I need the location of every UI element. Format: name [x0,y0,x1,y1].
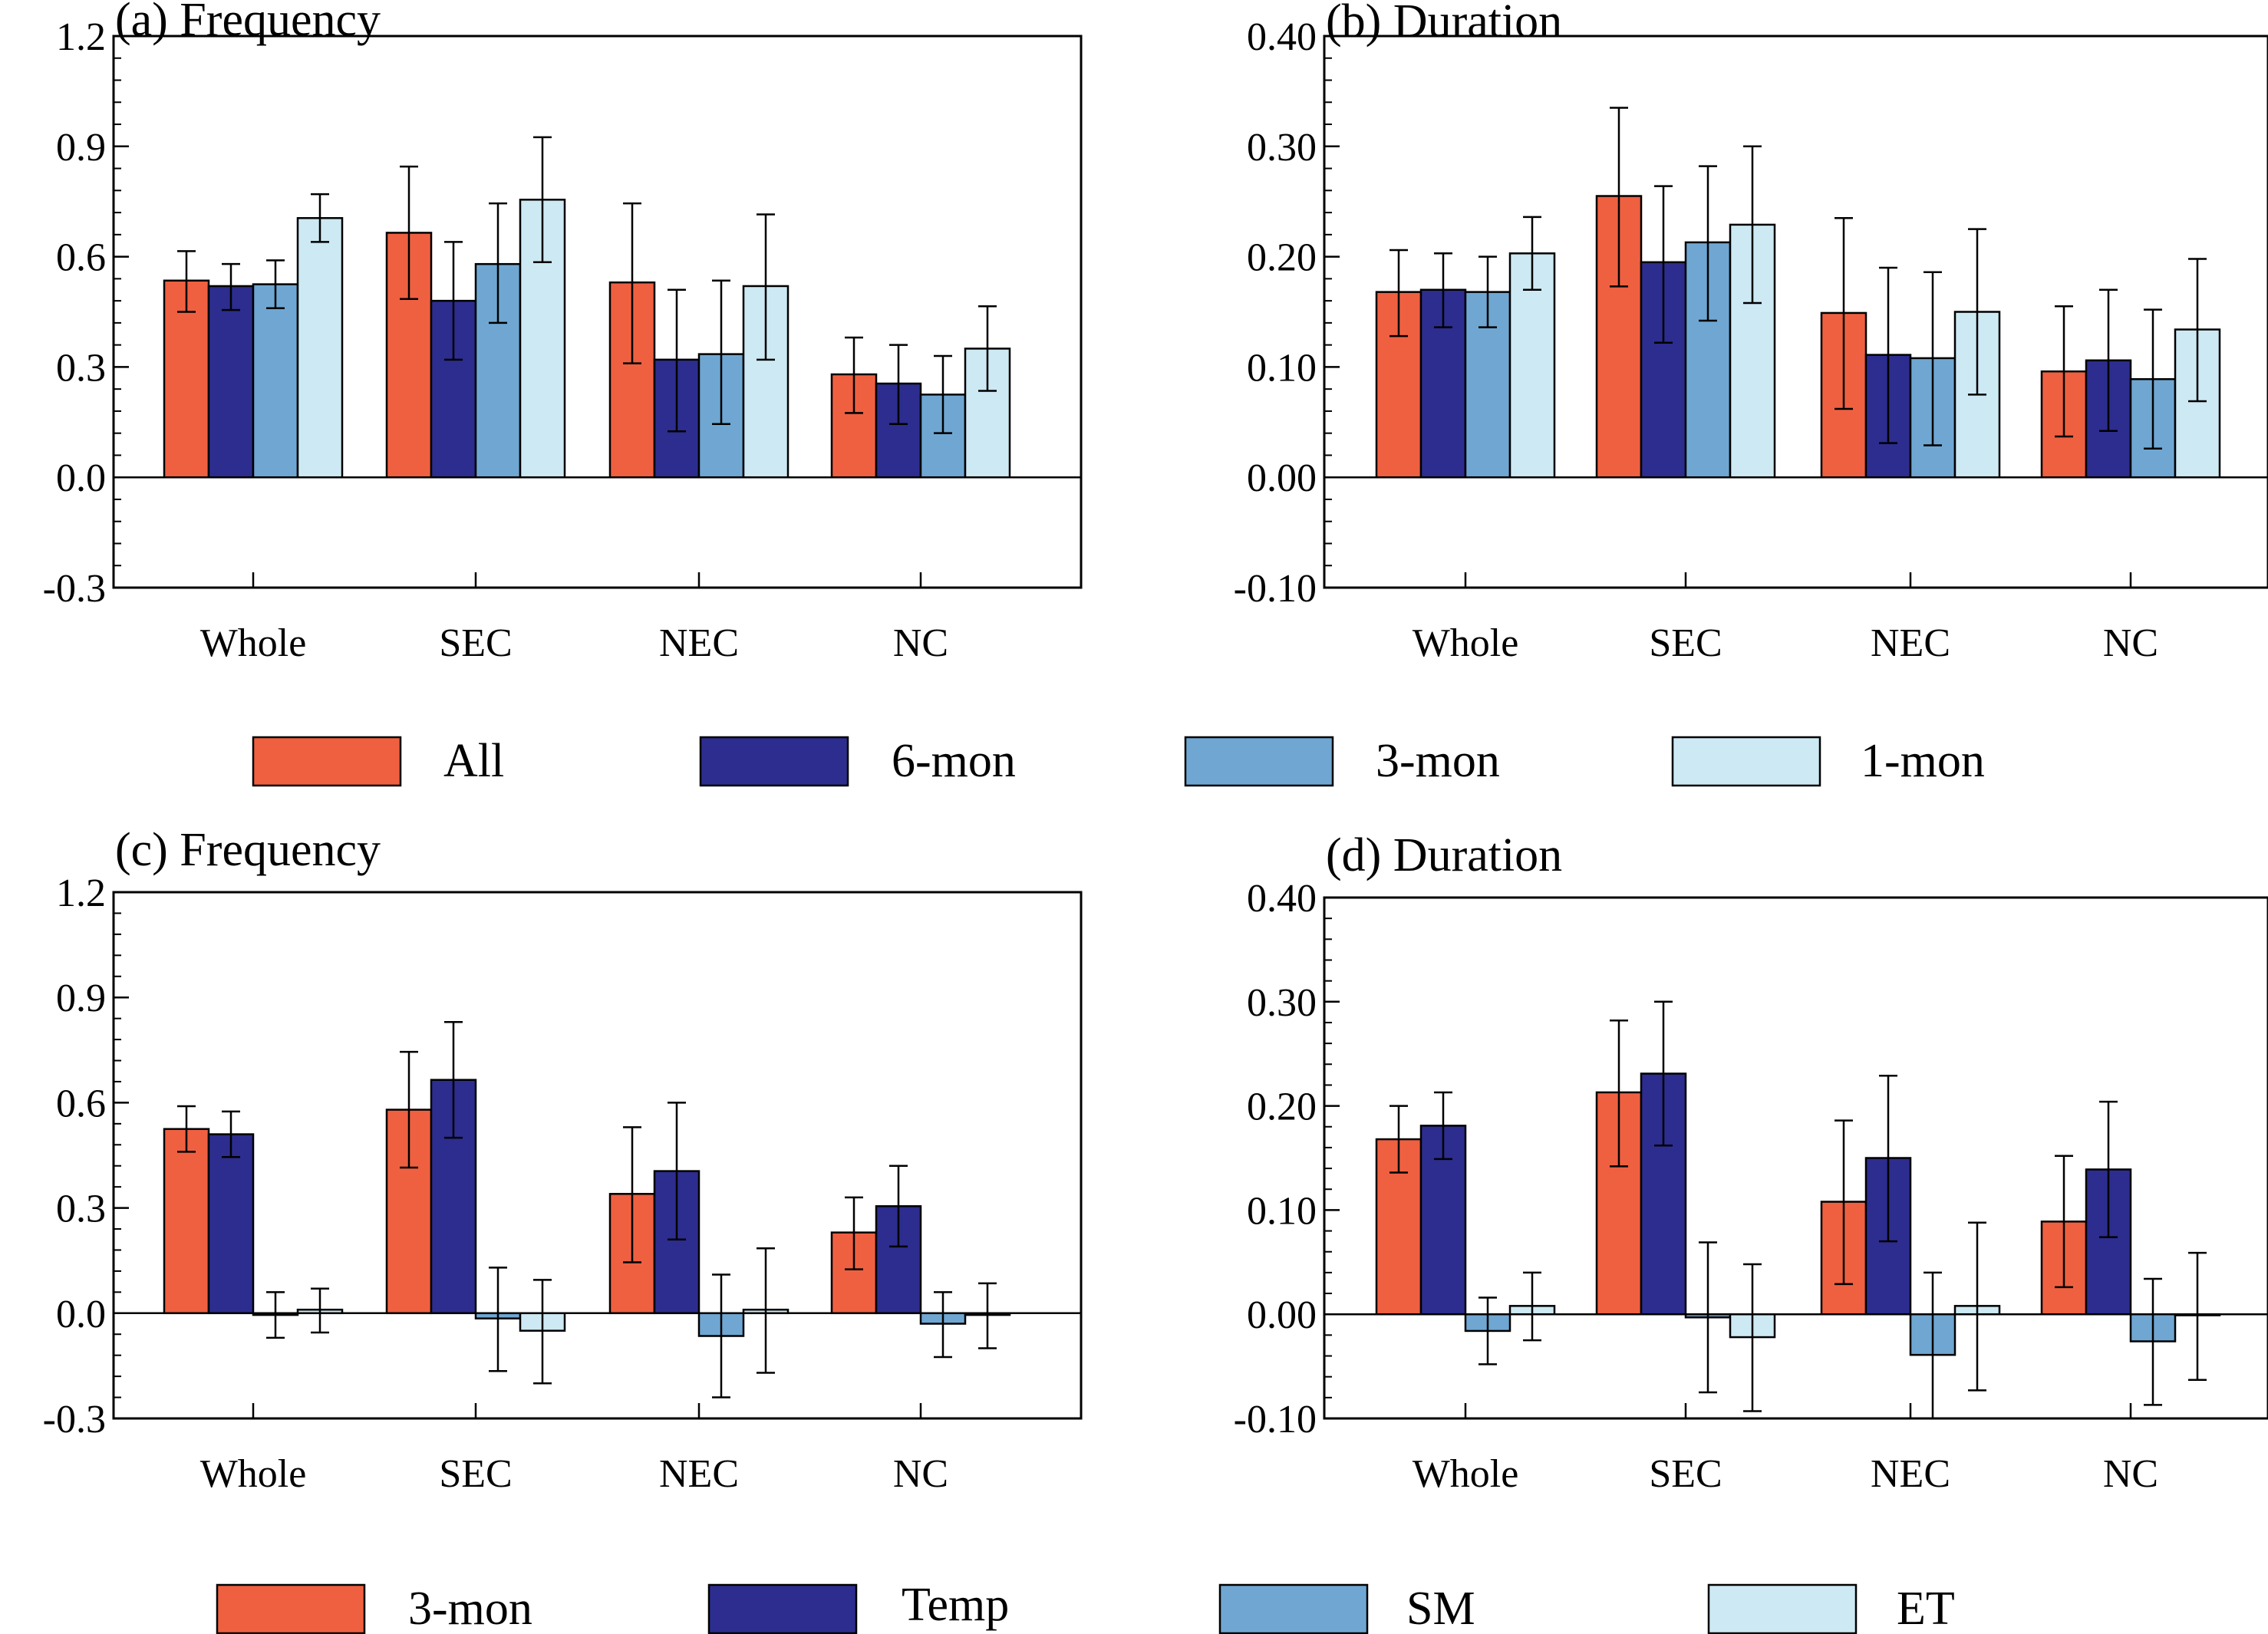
y-tick-label: -0.10 [1234,567,1317,611]
legend-swatch-3mon-b [216,1583,366,1634]
panel-c-frequency: -0.3 0.0 0.3 0.6 0.9 1.2 Whole SEC NEC NC [43,871,1083,1496]
y-tick-label: 0.9 [56,977,106,1020]
x-tick-label: SEC [439,1452,512,1496]
legend-swatch-6mon [699,736,849,787]
x-tick-label: NEC [1871,1452,1950,1496]
y-tick-label: 0.00 [1247,456,1317,500]
legend-bottom: 3-mon Temp SM ET [216,1579,1955,1634]
y-tick-label: 0.40 [1247,877,1317,921]
panel-a-frequency: -0.3 0.0 0.3 0.6 0.9 1.2 Whole SEC NEC NC [43,15,1083,665]
legend-swatch-temp [707,1583,858,1634]
legend-label-sm: SM [1406,1583,1475,1634]
x-tick-label: SEC [439,621,512,665]
y-tick-label: 0.10 [1247,1189,1317,1233]
legend-label-1mon: 1-mon [1861,735,1985,787]
x-tick-label: NC [2103,621,2158,665]
y-tick-label: 0.3 [56,346,106,390]
legend-swatch-all [252,736,402,787]
panel-title-b: (b) Duration [1326,0,1562,48]
legend-swatch-et [1707,1583,1858,1634]
y-tick-label: 0.10 [1247,346,1317,390]
x-tick-label: NEC [659,1452,739,1496]
legend-label-6mon: 6-mon [892,735,1016,787]
legend-label-temp: Temp [902,1579,1009,1631]
panel-title-c: (c) Frequency [115,824,381,876]
legend-label-et: ET [1897,1583,1955,1634]
bar-whole-series-2 [207,1133,255,1315]
legend-label-all: All [443,735,504,787]
legend-label-3mon-b: 3-mon [408,1583,532,1634]
panel-title-a: (a) Frequency [115,0,381,46]
x-tick-label: SEC [1649,1452,1722,1496]
y-tick-label: -0.3 [43,1398,106,1441]
x-tick-label: NEC [1871,621,1950,665]
panel-b-duration: -0.10 0.00 0.10 0.20 0.30 0.40 Whole SEC NEC NC [1234,15,2268,665]
panel-title-d: (d) Duration [1326,829,1562,881]
y-tick-label: 1.2 [56,15,106,59]
x-tick-label: SEC [1649,621,1722,665]
y-tick-label: 0.3 [56,1188,106,1231]
plot-frame [1323,35,2268,589]
y-tick-label: -0.10 [1234,1398,1317,1441]
x-tick-label: Whole [200,1452,307,1496]
bar-whole-series-1 [163,1128,210,1315]
y-tick-label: 0.30 [1247,981,1317,1025]
legend-swatch-3mon [1184,736,1334,787]
x-tick-label: NC [2103,1452,2158,1496]
bar-whole-series-4 [296,217,344,479]
bar-whole-series-1 [163,279,210,479]
x-tick-label: Whole [1413,621,1519,665]
bar-whole-series-2 [207,285,255,479]
legend-swatch-sm [1218,1583,1369,1634]
plot-frame [112,891,1083,1420]
y-tick-label: 0.9 [56,126,106,170]
y-tick-label: 0.20 [1247,1085,1317,1129]
x-tick-label: NC [893,621,948,665]
panel-d-duration: -0.10 0.00 0.10 0.20 0.30 0.40 Whole SEC NEC NC [1234,877,2268,1496]
bar-whole-series-3 [252,283,299,479]
legend-swatch-1mon [1671,736,1821,787]
x-tick-label: NC [893,1452,948,1496]
y-tick-label: 0.6 [56,236,106,280]
y-tick-label: 0.20 [1247,236,1317,280]
plot-frame [1323,896,2268,1420]
y-tick-label: 0.00 [1247,1293,1317,1337]
legend-top: All 6-mon 3-mon 1-mon [252,735,1985,787]
x-tick-label: Whole [200,621,307,665]
y-tick-label: 0.0 [56,1293,106,1336]
y-tick-label: 0.6 [56,1082,106,1125]
y-tick-label: 0.0 [56,456,106,500]
x-tick-label: Whole [1413,1452,1519,1496]
y-tick-label: -0.3 [43,567,106,611]
y-tick-label: 1.2 [56,871,106,915]
y-tick-label: 0.30 [1247,126,1317,170]
legend-label-3mon: 3-mon [1376,735,1500,787]
y-tick-label: 0.40 [1247,15,1317,59]
plot-frame [112,35,1083,589]
x-tick-label: NEC [659,621,739,665]
